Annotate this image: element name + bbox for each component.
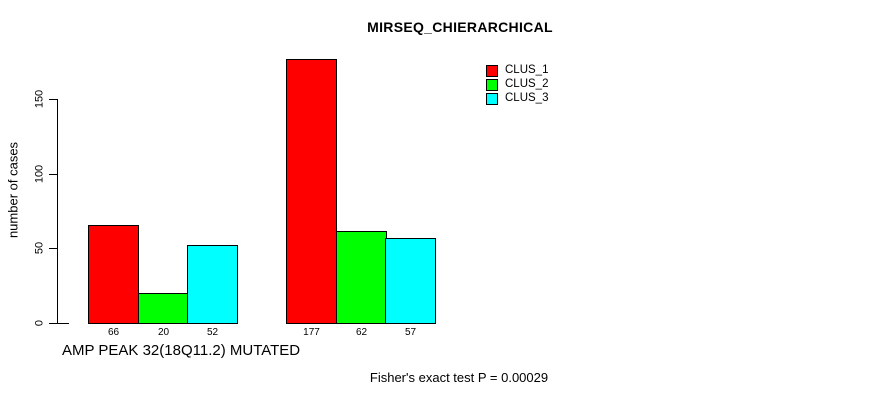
y-tick <box>49 323 57 324</box>
legend-row: CLUS_2 <box>486 78 548 91</box>
bar-value-label: 20 <box>157 327 170 338</box>
legend-label: CLUS_1 <box>505 64 549 76</box>
legend-swatch-clus_2 <box>486 78 498 91</box>
bar-clus_3-group1 <box>187 245 238 324</box>
bar-value-label: 62 <box>355 327 368 338</box>
fisher-test-annotation: Fisher's exact test P = 0.00029 <box>369 370 549 385</box>
y-axis-line <box>57 99 58 324</box>
x-group-label: AMP PEAK 32(18Q11.2) MUTATED <box>62 342 301 359</box>
y-tick-label: 100 <box>33 164 46 184</box>
y-tick <box>49 174 57 175</box>
y-tick <box>49 248 57 249</box>
legend-row: CLUS_3 <box>486 92 548 105</box>
y-tick <box>49 99 57 100</box>
y-axis-title: number of cases <box>5 141 21 239</box>
legend: CLUS_1 CLUS_2 CLUS_3 <box>486 64 548 105</box>
bar-clus_1-group1 <box>88 225 139 324</box>
bar-clus_2-group2 <box>336 231 387 324</box>
legend-label: CLUS_3 <box>505 92 549 104</box>
bar-value-label: 52 <box>206 327 219 338</box>
bar-clus_1-group2 <box>286 59 337 324</box>
bar-clus_3-group2 <box>385 238 436 324</box>
bar-value-label: 57 <box>404 327 417 338</box>
y-axis-foot <box>57 323 69 324</box>
legend-swatch-clus_1 <box>486 64 498 77</box>
bar-value-label: 66 <box>107 327 120 338</box>
bar-clus_2-group1 <box>138 293 189 324</box>
bar-value-label: 177 <box>303 327 320 338</box>
y-tick-label: 0 <box>33 319 46 327</box>
legend-label: CLUS_2 <box>505 78 549 90</box>
y-tick-label: 150 <box>33 89 46 109</box>
y-tick-label: 50 <box>33 241 46 255</box>
chart-title: MIRSEQ_CHIERARCHICAL <box>367 19 553 35</box>
legend-swatch-clus_3 <box>486 92 498 105</box>
legend-row: CLUS_1 <box>486 64 548 77</box>
